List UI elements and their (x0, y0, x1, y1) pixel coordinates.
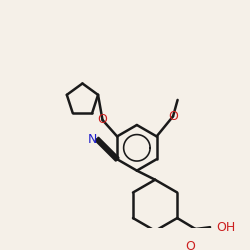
Text: O: O (185, 240, 195, 250)
Text: O: O (168, 110, 178, 123)
Text: N: N (88, 133, 97, 146)
Text: OH: OH (216, 221, 236, 234)
Text: O: O (98, 114, 108, 126)
